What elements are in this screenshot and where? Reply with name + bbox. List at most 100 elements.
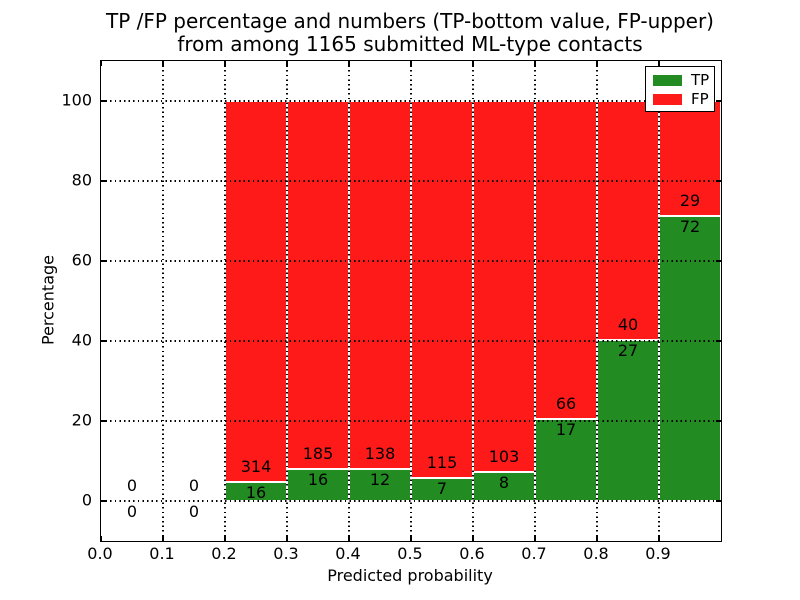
x-tick-label: 0.0 bbox=[87, 544, 113, 563]
x-tick-bottom bbox=[472, 536, 474, 541]
bar-segment-tp bbox=[535, 419, 597, 501]
x-tick-bottom bbox=[348, 536, 350, 541]
x-tick-top bbox=[658, 61, 660, 66]
bar-count-fp: 0 bbox=[188, 476, 200, 495]
bar-count-fp: 103 bbox=[488, 447, 520, 467]
bar-segment-fp bbox=[287, 101, 349, 469]
bar-count-tp: 12 bbox=[369, 470, 391, 489]
y-tick-label: 80 bbox=[71, 170, 92, 190]
bar-segment-fp bbox=[225, 101, 287, 482]
x-tick-label: 0.1 bbox=[149, 544, 175, 563]
x-gridline bbox=[224, 61, 226, 541]
x-gridline bbox=[162, 61, 164, 541]
bar-count-fp: 40 bbox=[617, 314, 639, 334]
x-gridline bbox=[472, 61, 474, 541]
x-tick-top bbox=[286, 61, 288, 66]
chart-title: TP /FP percentage and numbers (TP-bottom… bbox=[100, 10, 720, 56]
chart-title-line2: from among 1165 submitted ML-type contac… bbox=[177, 32, 643, 56]
x-tick-label: 0.9 bbox=[645, 544, 671, 563]
x-tick-top bbox=[224, 61, 226, 66]
x-tick-bottom bbox=[658, 536, 660, 541]
bar-count-tp: 7 bbox=[436, 479, 448, 499]
bar-segment-tp bbox=[659, 215, 721, 501]
y-tick-right bbox=[716, 420, 721, 422]
x-tick-top bbox=[534, 61, 536, 66]
legend: TP FP bbox=[645, 66, 715, 112]
x-tick-bottom bbox=[410, 536, 412, 541]
legend-entry-tp: TP bbox=[646, 71, 714, 90]
bar-count-tp: 16 bbox=[245, 482, 267, 502]
bar-count-tp: 16 bbox=[307, 470, 329, 489]
x-tick-top bbox=[596, 61, 598, 66]
plot-area: 0 0 0 0 314 16 185 16 138 12 115 7 103 8 66 17 40 27 29 72 bbox=[100, 60, 722, 542]
x-tick-top bbox=[472, 61, 474, 66]
fp-color-swatch bbox=[653, 94, 682, 105]
bar-segment-fp bbox=[659, 101, 721, 216]
legend-entry-fp: FP bbox=[646, 90, 714, 109]
bar-count-fp: 29 bbox=[679, 190, 701, 210]
bar-count-tp: 8 bbox=[498, 473, 510, 493]
y-tick-right bbox=[716, 340, 721, 342]
y-tick-label: 100 bbox=[61, 90, 92, 110]
x-gridline bbox=[596, 61, 598, 541]
x-tick-label: 0.2 bbox=[211, 544, 237, 563]
bar-count-tp: 72 bbox=[679, 216, 701, 236]
bar-count-tp: 17 bbox=[555, 420, 577, 439]
x-tick-bottom bbox=[286, 536, 288, 541]
x-tick-bottom bbox=[224, 536, 226, 541]
bar-segment-fp bbox=[473, 101, 535, 473]
bar-count-fp: 0 bbox=[126, 476, 138, 495]
y-tick-label: 40 bbox=[71, 330, 92, 350]
bar-count-tp: 27 bbox=[617, 340, 639, 360]
bar-segment-tp bbox=[287, 469, 349, 501]
x-tick-label: 0.4 bbox=[335, 544, 361, 563]
bar-count-tp: 0 bbox=[188, 502, 200, 521]
x-gridline bbox=[534, 61, 536, 541]
y-tick-label: 60 bbox=[71, 250, 92, 270]
y-tick-right bbox=[716, 500, 721, 502]
x-gridline bbox=[410, 61, 412, 541]
x-tick-bottom bbox=[162, 536, 164, 541]
x-tick-label: 0.3 bbox=[273, 544, 299, 563]
y-tick-left bbox=[101, 100, 106, 102]
y-tick-left bbox=[101, 260, 106, 262]
x-tick-bottom bbox=[596, 536, 598, 541]
bar-count-fp: 185 bbox=[302, 444, 334, 463]
x-tick-label: 0.6 bbox=[459, 544, 485, 563]
x-gridline bbox=[286, 61, 288, 541]
chart-title-line1: TP /FP percentage and numbers (TP-bottom… bbox=[106, 9, 714, 33]
bar-segment-fp bbox=[597, 101, 659, 340]
x-tick-bottom bbox=[100, 536, 102, 541]
y-tick-label: 0 bbox=[81, 490, 92, 510]
x-gridline bbox=[348, 61, 350, 541]
bar-count-fp: 66 bbox=[555, 394, 577, 413]
y-tick-label: 20 bbox=[71, 410, 92, 430]
x-axis-label: Predicted probability bbox=[327, 566, 493, 585]
bar-segment-fp bbox=[349, 101, 411, 469]
bar-segment-fp bbox=[411, 101, 473, 479]
bar-segment-fp bbox=[535, 101, 597, 419]
tp-color-swatch bbox=[653, 75, 682, 86]
x-tick-top bbox=[410, 61, 412, 66]
x-tick-label: 0.7 bbox=[521, 544, 547, 563]
x-tick-top bbox=[162, 61, 164, 66]
x-tick-bottom bbox=[534, 536, 536, 541]
legend-label-fp: FP bbox=[691, 90, 709, 108]
y-tick-right bbox=[716, 180, 721, 182]
x-gridline bbox=[658, 61, 660, 541]
bar-count-tp: 0 bbox=[126, 502, 138, 521]
y-tick-left bbox=[101, 500, 106, 502]
bar-count-fp: 115 bbox=[426, 453, 458, 473]
y-tick-left bbox=[101, 340, 106, 342]
legend-label-tp: TP bbox=[691, 71, 710, 89]
x-tick-label: 0.5 bbox=[397, 544, 423, 563]
x-tick-top bbox=[100, 61, 102, 66]
x-tick-label: 0.8 bbox=[583, 544, 609, 563]
bar-count-fp: 314 bbox=[240, 456, 272, 476]
y-tick-right bbox=[716, 100, 721, 102]
y-tick-left bbox=[101, 420, 106, 422]
y-tick-left bbox=[101, 180, 106, 182]
bar-count-fp: 138 bbox=[364, 444, 396, 463]
x-tick-top bbox=[348, 61, 350, 66]
